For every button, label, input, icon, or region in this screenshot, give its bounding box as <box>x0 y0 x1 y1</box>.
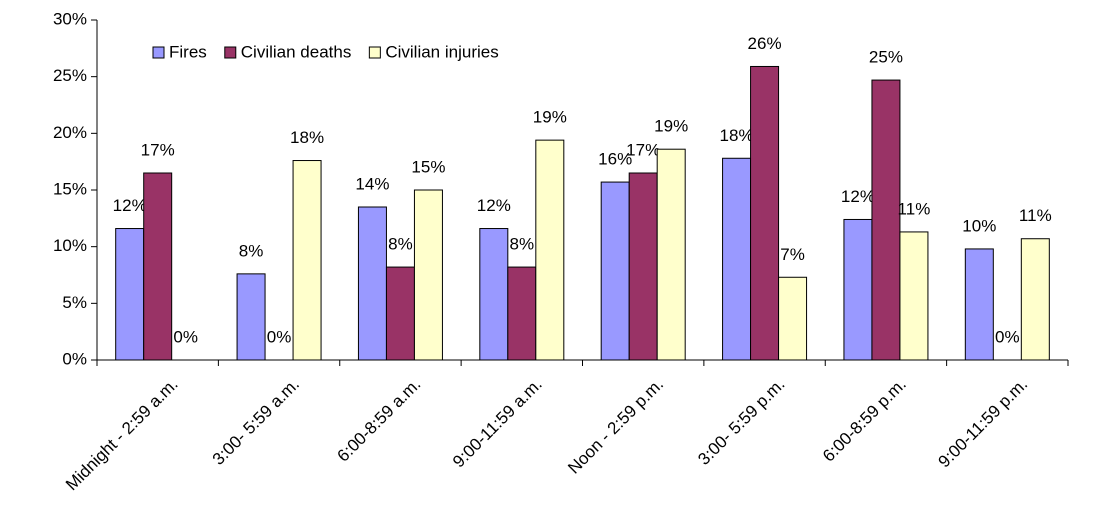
data-label: 11% <box>898 199 931 218</box>
bar <box>722 157 752 361</box>
y-tick-label: 5% <box>62 293 87 312</box>
bar <box>292 160 322 361</box>
x-tick-label: 9:00-11:59 p.m. <box>935 375 1032 472</box>
bar <box>964 248 994 361</box>
x-tick-label: 6:00-8:59 p.m. <box>819 375 910 466</box>
legend-swatch <box>224 46 237 59</box>
bar <box>413 189 443 361</box>
y-tick-label: 20% <box>53 123 87 142</box>
legend-label: Civilian deaths <box>241 42 352 61</box>
legend-label: Civilian injuries <box>385 42 498 61</box>
x-tick-label: 3:00- 5:59 p.m. <box>694 375 788 469</box>
data-label: 18% <box>290 128 324 147</box>
data-label: 18% <box>720 126 754 145</box>
data-label: 10% <box>962 216 996 235</box>
bar <box>628 172 658 361</box>
data-label: 7% <box>780 245 805 264</box>
bar <box>600 181 630 361</box>
data-label: 17% <box>141 140 175 159</box>
data-label: 12% <box>477 196 511 215</box>
y-tick-label: 30% <box>53 9 87 28</box>
bar <box>507 266 537 361</box>
data-label: 8% <box>388 235 413 254</box>
x-tick-label: Noon - 2:59 p.m. <box>564 375 667 478</box>
y-tick-label: 15% <box>53 179 87 198</box>
data-label: 19% <box>533 108 567 127</box>
bar <box>143 172 173 361</box>
data-label: 26% <box>748 34 782 53</box>
bar <box>871 79 901 361</box>
bar <box>750 65 780 361</box>
data-label: 8% <box>239 241 264 260</box>
data-label: 25% <box>869 48 903 67</box>
x-tick-label: 9:00-11:59 a.m. <box>449 375 546 472</box>
y-tick-label: 0% <box>62 349 87 368</box>
y-tick-label: 25% <box>53 66 87 85</box>
bar <box>843 218 873 361</box>
bar <box>236 273 266 361</box>
data-label: 8% <box>510 235 535 254</box>
data-label: 0% <box>173 327 198 346</box>
legend-label: Fires <box>169 42 207 61</box>
bar <box>535 139 565 361</box>
x-tick-label: 6:00-8:59 a.m. <box>333 375 424 466</box>
y-tick-label: 10% <box>53 236 87 255</box>
bar <box>357 206 387 361</box>
bar <box>115 228 145 361</box>
data-label: 0% <box>995 327 1020 346</box>
bar <box>778 276 808 361</box>
data-label: 14% <box>355 174 389 193</box>
x-tick-label: Midnight - 2:59 a.m. <box>62 375 182 495</box>
bar <box>479 228 509 361</box>
legend-swatch <box>152 46 165 59</box>
data-label: 15% <box>411 157 445 176</box>
x-tick-label: 3:00- 5:59 a.m. <box>209 375 303 469</box>
legend-swatch <box>368 46 381 59</box>
data-label: 0% <box>267 327 292 346</box>
data-label: 17% <box>626 140 660 159</box>
bar <box>1020 238 1050 361</box>
data-label: 12% <box>841 187 875 206</box>
data-label: 11% <box>1019 206 1052 225</box>
bar <box>385 266 415 361</box>
data-label: 16% <box>598 150 632 169</box>
data-label: 19% <box>654 117 688 136</box>
data-label: 12% <box>113 196 147 215</box>
bar <box>656 148 686 361</box>
bar <box>899 231 929 361</box>
